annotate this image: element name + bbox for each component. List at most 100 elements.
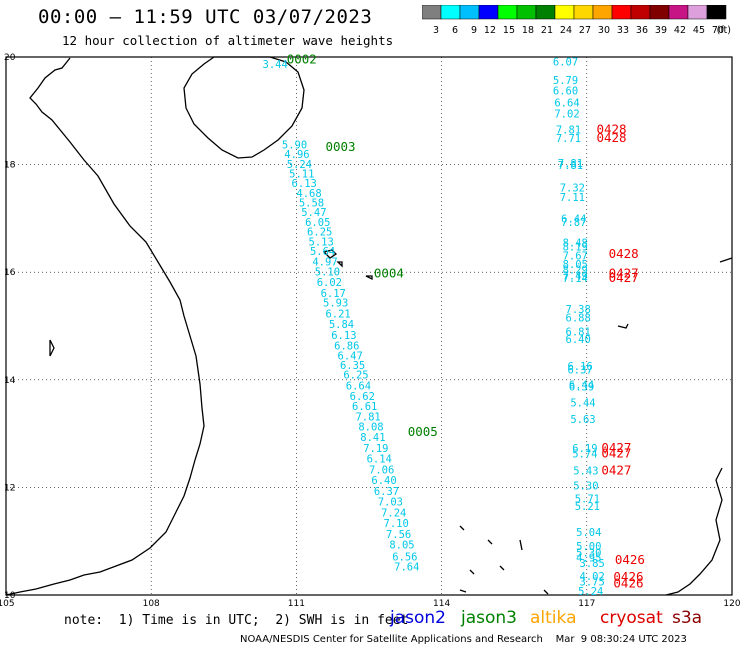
wave-height-label: 7.03 bbox=[378, 497, 403, 509]
wave-height-label: 5.24 bbox=[578, 586, 603, 598]
wave-height-label: 5.24 bbox=[287, 159, 312, 171]
wave-height-label: 7.24 bbox=[381, 507, 406, 519]
wave-height-label: 6.25 bbox=[307, 227, 332, 239]
colorbar-label: 70 bbox=[712, 25, 724, 36]
wave-height-label: 6.17 bbox=[321, 288, 346, 300]
pass-time-label: 0428 bbox=[609, 246, 639, 261]
wave-height-label: 7.81 bbox=[558, 160, 583, 172]
philippines-coastline bbox=[617, 257, 733, 596]
wave-height-label: 6.37 bbox=[374, 486, 399, 498]
wave-height-label: 5.44 bbox=[570, 398, 595, 410]
wave-height-label: 5.63 bbox=[570, 414, 595, 426]
pass-time-label: 0426 bbox=[613, 575, 643, 590]
wave-height-label: 6.13 bbox=[292, 178, 317, 190]
wave-height-label: 8.08 bbox=[358, 421, 383, 433]
wave-height-label: 5.00 bbox=[576, 541, 601, 553]
lon-tick-label: 117 bbox=[578, 599, 595, 608]
wave-height-label: 7.02 bbox=[554, 108, 579, 120]
vietnam-coastline bbox=[5, 57, 205, 596]
wave-height-label: 5.47 bbox=[301, 207, 326, 219]
colorbar-label: 3 bbox=[433, 25, 439, 36]
lon-tick-label: 108 bbox=[143, 599, 160, 608]
pass-time-label: 0427 bbox=[609, 270, 639, 285]
wave-height-label: 5.93 bbox=[323, 298, 348, 310]
wave-height-label: 3.75 bbox=[580, 576, 605, 588]
wave-height-label: 7.81 bbox=[556, 124, 581, 136]
colorbar-label: 6 bbox=[452, 25, 458, 36]
lat-tick-label: 20 bbox=[4, 53, 16, 63]
coastlines bbox=[5, 56, 733, 596]
wave-height-label: 7.49 bbox=[563, 271, 588, 283]
pass-time-label: 0427 bbox=[601, 462, 631, 477]
wave-height-label: 8.05 bbox=[563, 259, 588, 271]
wave-height-label: 7.06 bbox=[369, 464, 394, 476]
wave-height-label: 7.81 bbox=[355, 412, 380, 424]
wave-height-label: 8.29 bbox=[563, 264, 588, 276]
wave-height-label: 5.71 bbox=[575, 493, 600, 505]
pass-time-label: 0426 bbox=[613, 569, 643, 584]
wave-height-label: 6.60 bbox=[553, 86, 578, 98]
wave-height-label: 4.97 bbox=[312, 257, 337, 269]
wave-height-label: 5.58 bbox=[299, 198, 324, 210]
lat-tick-label: 12 bbox=[4, 483, 15, 493]
wave-height-label: 7.10 bbox=[384, 518, 409, 530]
colorbar-label: 27 bbox=[579, 25, 591, 36]
wave-height-label: 7.11 bbox=[560, 192, 585, 204]
wave-height-label: 6.40 bbox=[566, 334, 591, 346]
wave-height-label: 6.13 bbox=[331, 330, 356, 342]
wave-height-label: 6.21 bbox=[325, 308, 350, 320]
pass-time-label: 0427 bbox=[601, 440, 631, 455]
pass-time-label: 0426 bbox=[615, 552, 645, 567]
wave-height-label: 8.41 bbox=[360, 432, 385, 444]
wave-height-label: 4.96 bbox=[284, 149, 309, 161]
lon-tick-label: 105 bbox=[0, 599, 15, 608]
gulf-island bbox=[49, 339, 55, 357]
colorbar-label: 30 bbox=[598, 25, 610, 36]
wave-height-label: 6.39 bbox=[569, 382, 594, 394]
wave-height-label: 5.64 bbox=[310, 246, 335, 258]
wave-height-label: 7.38 bbox=[566, 304, 591, 316]
colorbar-label: 12 bbox=[484, 25, 496, 36]
wave-height-label: 6.62 bbox=[350, 391, 375, 403]
wave-height-label: 7.87 bbox=[561, 217, 586, 229]
wave-height-label: 6.14 bbox=[367, 454, 392, 466]
wave-height-label: 7.67 bbox=[563, 250, 588, 262]
altimeter-tracks: 3.445.904.965.245.116.134.685.585.476.05… bbox=[263, 51, 645, 598]
colorbar-label: 21 bbox=[541, 25, 553, 36]
wave-height-label: 6.02 bbox=[317, 277, 342, 289]
wave-height-label: 4.68 bbox=[296, 188, 321, 200]
pass-time-label: 0428 bbox=[596, 121, 626, 136]
footer-note: note: 1) Time is in UTC; 2) SWH is in fe… bbox=[64, 613, 409, 628]
legend-s3a: s3a bbox=[672, 608, 703, 628]
wave-height-label: 5.21 bbox=[575, 501, 600, 513]
wave-height-label: 5.11 bbox=[289, 169, 314, 181]
wave-height-label: 8.48 bbox=[563, 237, 588, 249]
map-gridlines: 105 108 111 114 117 120 20 18 16 14 12 10 bbox=[0, 53, 740, 608]
wave-height-label: 6.61 bbox=[352, 401, 377, 413]
pass-time-label: 0005 bbox=[408, 424, 438, 439]
wave-height-label: 5.79 bbox=[553, 75, 578, 87]
wave-height-label: 7.71 bbox=[556, 133, 581, 145]
wave-height-label: 6.35 bbox=[340, 360, 365, 372]
legend-altika: altika bbox=[530, 608, 577, 628]
wave-height-label: 6.19 bbox=[572, 443, 597, 455]
wave-height-label: 5.90 bbox=[282, 139, 307, 151]
pass-time-label: 0003 bbox=[325, 139, 355, 154]
colorbar-label: 18 bbox=[522, 25, 534, 36]
lon-tick-label: 111 bbox=[288, 599, 305, 608]
wave-height-label: 4.95 bbox=[576, 553, 601, 565]
wave-height-label: 6.25 bbox=[343, 370, 368, 382]
wave-height-label: 5.30 bbox=[573, 481, 598, 493]
wave-height-label: 6.05 bbox=[305, 217, 330, 229]
wave-height-label: 5.13 bbox=[309, 236, 334, 248]
wave-height-label: 6.64 bbox=[346, 380, 371, 392]
wave-height-label: 5.10 bbox=[315, 266, 340, 278]
colorbar-label: 42 bbox=[674, 25, 686, 36]
wave-height-label: 5.74 bbox=[572, 448, 597, 460]
wave-height-label: 6.37 bbox=[567, 364, 592, 376]
wave-height-label: 6.16 bbox=[567, 361, 592, 373]
pass-time-label: 0428 bbox=[596, 130, 626, 145]
lon-tick-label: 114 bbox=[433, 599, 450, 608]
wave-height-label: 6.44 bbox=[569, 379, 594, 391]
